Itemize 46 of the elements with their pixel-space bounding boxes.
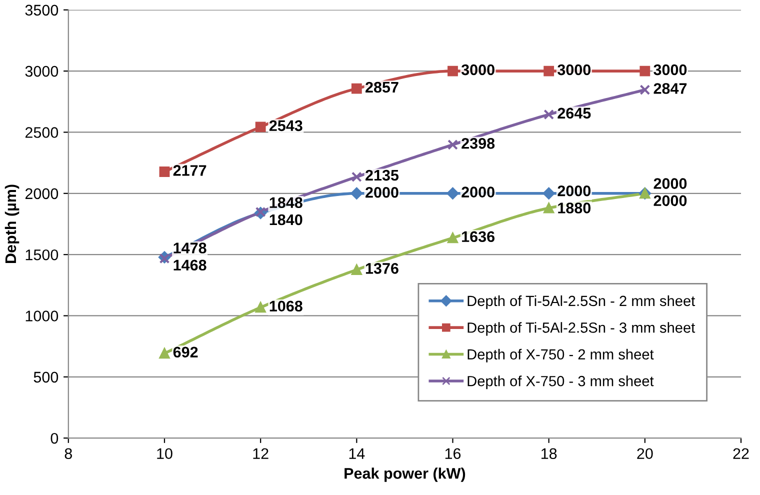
data-label: 2000 — [654, 178, 687, 189]
data-label: 3000 — [461, 64, 494, 76]
data-label: 1468 — [174, 260, 206, 271]
x-tick-label: 12 — [253, 448, 268, 459]
data-label: 2000 — [558, 185, 591, 196]
data-label: 2857 — [366, 82, 398, 93]
data-label: 692 — [173, 346, 198, 358]
data-label: 3000 — [654, 64, 687, 76]
legend-label: Depth of Ti-5Al-2.5Sn - 3 mm sheet — [468, 322, 696, 336]
data-label: 2135 — [366, 170, 399, 181]
y-tick-label: 2000 — [25, 188, 58, 200]
data-label: 1478 — [174, 242, 206, 254]
x-tick-label: 20 — [637, 448, 653, 460]
data-label: 2847 — [654, 83, 687, 94]
y-tick-label: 0 — [50, 432, 58, 444]
data-label: 1848 — [270, 197, 302, 208]
y-axis-title: Depth (µm) — [4, 184, 20, 264]
x-tick-label: 18 — [542, 448, 557, 460]
x-tick-label: 14 — [349, 448, 365, 459]
legend-label: Depth of Ti-5Al-2.5Sn - 2 mm sheet — [468, 295, 696, 309]
data-label: 2000 — [366, 186, 398, 198]
x-tick-label: 16 — [445, 448, 461, 460]
data-label: 2645 — [558, 108, 591, 119]
data-label: 1880 — [558, 202, 591, 214]
data-label: 1636 — [462, 231, 495, 242]
data-label: 2543 — [269, 120, 302, 132]
x-tick-label: 22 — [733, 448, 749, 459]
y-tick-label: 2500 — [25, 127, 58, 138]
data-label: 1376 — [366, 263, 398, 274]
y-tick-label: 500 — [34, 372, 58, 383]
data-label: 2398 — [462, 138, 495, 149]
legend-label: Depth of X-750 - 3 mm sheet — [468, 376, 654, 390]
data-label: 2000 — [462, 186, 494, 198]
data-label: 3000 — [558, 64, 591, 76]
data-label: 1840 — [270, 214, 302, 226]
y-tick-label: 1000 — [26, 310, 58, 322]
data-label: 2177 — [173, 165, 206, 176]
data-label: 1068 — [270, 300, 302, 312]
y-tick-label: 3000 — [25, 66, 58, 77]
legend-label: Depth of X-750 - 2 mm sheet — [468, 348, 654, 362]
x-tick-label: 10 — [157, 448, 172, 460]
x-tick-label: 8 — [64, 448, 72, 460]
x-axis-title: Peak power (kW) — [344, 468, 466, 482]
y-tick-label: 3500 — [25, 4, 58, 16]
y-tick-label: 1500 — [26, 249, 58, 260]
data-label: 2000 — [654, 195, 687, 206]
